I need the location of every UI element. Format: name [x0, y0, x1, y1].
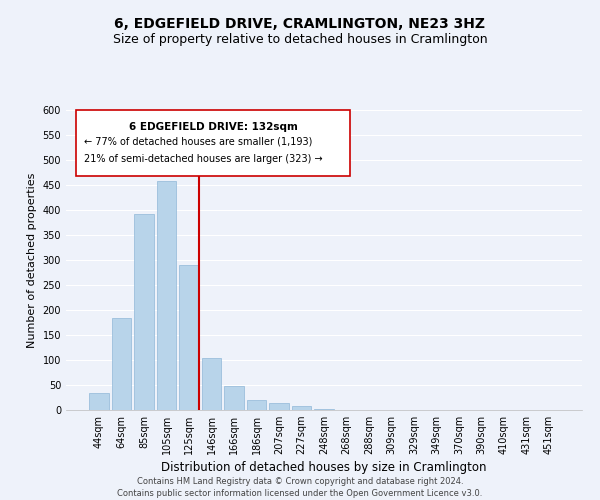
Text: Contains HM Land Registry data © Crown copyright and database right 2024.: Contains HM Land Registry data © Crown c… [137, 478, 463, 486]
Bar [224, 386, 244, 410]
Text: 6, EDGEFIELD DRIVE, CRAMLINGTON, NE23 3HZ: 6, EDGEFIELD DRIVE, CRAMLINGTON, NE23 3H… [115, 18, 485, 32]
Bar [292, 406, 311, 410]
Text: ← 77% of detached houses are smaller (1,193): ← 77% of detached houses are smaller (1,… [84, 137, 313, 147]
Y-axis label: Number of detached properties: Number of detached properties [27, 172, 37, 348]
Text: Size of property relative to detached houses in Cramlington: Size of property relative to detached ho… [113, 32, 487, 46]
Text: Contains public sector information licensed under the Open Government Licence v3: Contains public sector information licen… [118, 489, 482, 498]
Bar [134, 214, 154, 410]
Text: 6 EDGEFIELD DRIVE: 132sqm: 6 EDGEFIELD DRIVE: 132sqm [128, 122, 298, 132]
Text: 21% of semi-detached houses are larger (323) →: 21% of semi-detached houses are larger (… [84, 154, 323, 164]
Bar [89, 392, 109, 410]
FancyBboxPatch shape [76, 110, 350, 176]
Bar [157, 180, 176, 410]
Bar [179, 265, 199, 410]
Bar [112, 318, 131, 410]
Bar [247, 400, 266, 410]
Bar [269, 402, 289, 410]
Bar [314, 409, 334, 410]
X-axis label: Distribution of detached houses by size in Cramlington: Distribution of detached houses by size … [161, 462, 487, 474]
Bar [202, 358, 221, 410]
